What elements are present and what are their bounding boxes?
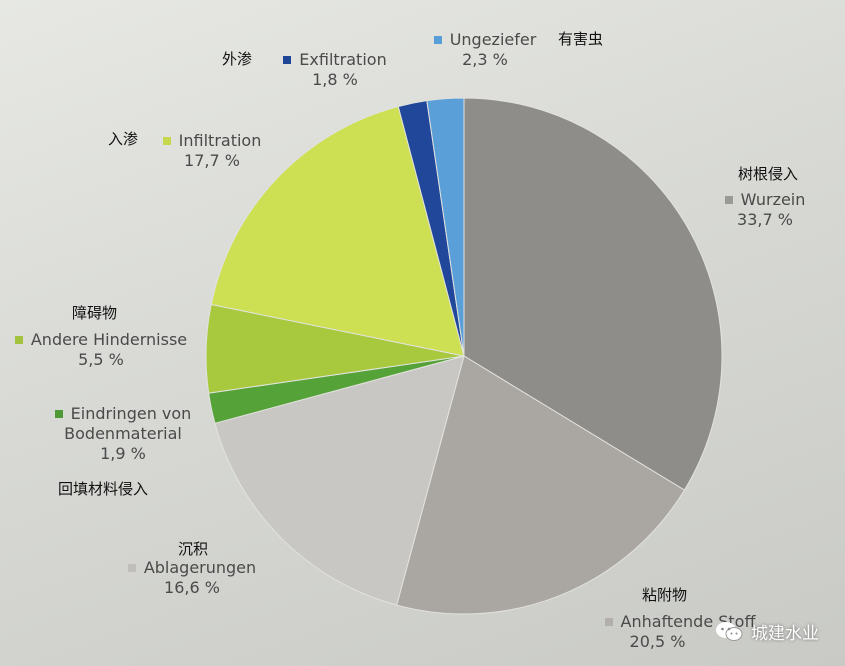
legend-infiltration: Infiltration 17,7 % — [152, 131, 272, 171]
legend-value: 20,5 % — [629, 632, 686, 651]
legend-wurzein: Wurzein 33,7 % — [705, 190, 825, 230]
legend-swatch — [724, 196, 733, 204]
cn-label-ungeziefer: 有害虫 — [558, 30, 604, 48]
legend-label: Wurzein — [740, 190, 806, 209]
legend-label: Andere Hindernisse — [30, 330, 188, 349]
legend-swatch — [162, 137, 171, 145]
legend-swatch — [127, 564, 136, 572]
legend-label-line1: Eindringen von — [70, 404, 192, 423]
legend-swatch — [14, 336, 23, 344]
pie-slice-ungeziefer — [426, 97, 465, 357]
cn-label-exfiltration: 外渗 — [222, 50, 253, 68]
legend-value: 33,7 % — [737, 210, 793, 229]
cn-label-infiltration: 入渗 — [108, 130, 139, 148]
legend-value: 2,3 % — [462, 50, 508, 69]
legend-swatch — [604, 618, 613, 626]
pie-slice-infiltration — [210, 105, 465, 357]
legend-swatch — [433, 36, 442, 44]
watermark: 城建水业 — [715, 619, 819, 644]
cn-label-wurzein: 树根侵入 — [738, 165, 799, 183]
cn-label-anhaftende: 粘附物 — [642, 586, 688, 604]
watermark-text: 城建水业 — [751, 624, 819, 644]
legend-value: 17,7 % — [184, 151, 240, 170]
legend-value: 1,9 % — [100, 444, 146, 463]
legend-swatch — [54, 410, 63, 418]
cn-label-ablagerungen: 沉积 — [178, 540, 209, 558]
pie-slice-wurzein — [463, 97, 723, 491]
legend-andere: Andere Hindernisse 5,5 % — [6, 330, 196, 370]
legend-value: 5,5 % — [78, 350, 124, 369]
legend-label: Exfiltration — [299, 50, 387, 69]
legend-label: Ungeziefer — [449, 30, 537, 49]
legend-exfiltration: Exfiltration 1,8 % — [270, 50, 400, 90]
cn-label-eindringen: 回填材料侵入 — [58, 480, 149, 498]
legend-ungeziefer: Ungeziefer 2,3 % — [420, 30, 550, 70]
legend-value: 1,8 % — [312, 70, 358, 89]
legend-swatch — [283, 56, 292, 64]
legend-label-line2: Bodenmaterial — [64, 424, 182, 443]
legend-ablagerungen: Ablagerungen 16,6 % — [112, 558, 272, 598]
wechat-icon — [715, 621, 743, 643]
cn-label-andere: 障碍物 — [72, 304, 118, 322]
legend-eindringen: Eindringen von Bodenmaterial 1,9 % — [38, 404, 208, 464]
pie-slice-anhaftende-stoffe — [396, 355, 686, 615]
pie-slice-ablagerungen — [214, 355, 465, 606]
legend-label: Infiltration — [178, 131, 262, 150]
legend-value: 16,6 % — [164, 578, 220, 597]
legend-label: Ablagerungen — [143, 558, 257, 577]
